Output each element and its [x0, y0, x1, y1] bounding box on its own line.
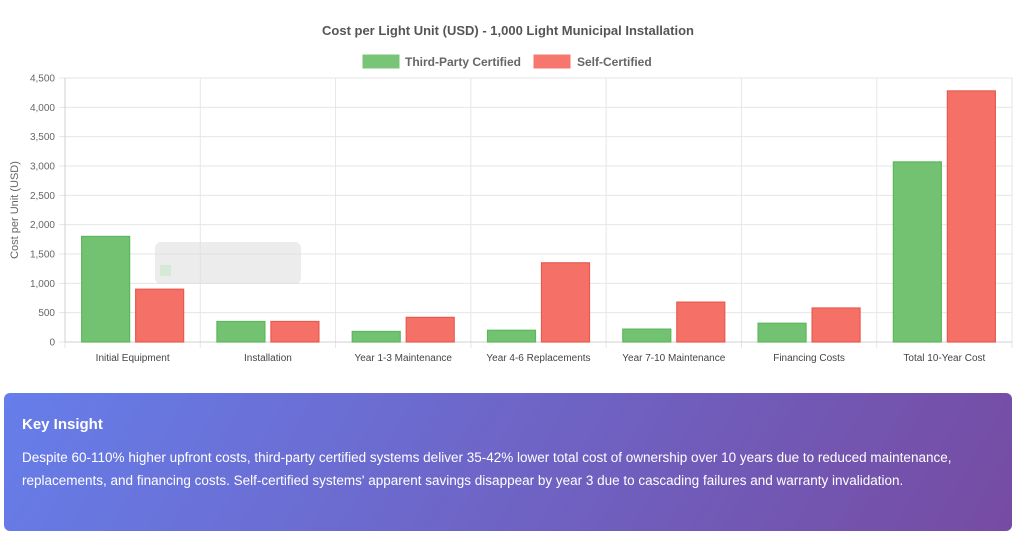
y-tick-label: 4,000	[30, 103, 55, 114]
y-tick-label: 2,000	[30, 220, 55, 231]
bar-self-certified	[540, 262, 591, 343]
y-tick-label: 3,500	[30, 132, 55, 143]
legend-label-self-certified: Self-Certified	[577, 55, 652, 69]
y-tick-label: 1,500	[30, 250, 55, 261]
bar-self-certified	[946, 90, 996, 343]
x-tick-label: Year 1-3 Maintenance	[354, 353, 452, 364]
x-tick-label: Installation	[244, 353, 292, 364]
bar-third-party	[622, 328, 672, 343]
bar-chart: Cost per Light Unit (USD) - 1,000 Light …	[9, 23, 1013, 364]
bar-self-certified	[270, 320, 320, 343]
bar-third-party	[216, 320, 266, 343]
chart-area: Cost per Light Unit (USD) - 1,000 Light …	[9, 23, 1013, 364]
bar-self-certified	[405, 316, 455, 343]
bar-self-certified	[811, 307, 861, 343]
x-tick-label: Year 4-6 Replacements	[486, 353, 590, 364]
bar-third-party	[892, 161, 942, 343]
x-tick-label: Financing Costs	[773, 353, 845, 364]
bar-self-certified	[676, 301, 726, 343]
insight-title: Key Insight	[22, 416, 103, 433]
y-tick-label: 4,500	[30, 74, 55, 85]
bar-third-party	[81, 235, 131, 343]
bar-self-certified	[135, 288, 185, 343]
y-tick-label: 3,000	[30, 162, 55, 173]
bar-third-party	[351, 330, 401, 343]
y-axis-label: Cost per Unit (USD)	[9, 161, 21, 259]
legend-swatch-self-certified	[533, 54, 571, 69]
x-tick-label: Initial Equipment	[96, 353, 170, 364]
x-tick-label: Year 7-10 Maintenance	[622, 353, 725, 364]
legend-label-third-party: Third-Party Certified	[405, 55, 521, 69]
bar-third-party	[486, 329, 537, 343]
tooltip-swatch	[160, 265, 171, 276]
chart-tooltip	[155, 242, 301, 284]
key-insight-panel: Key Insight Despite 60-110% higher upfro…	[4, 393, 1012, 531]
insight-text: Despite 60-110% higher upfront costs, th…	[22, 450, 952, 488]
y-tick-label: 500	[38, 308, 55, 319]
x-tick-label: Total 10-Year Cost	[903, 353, 985, 364]
y-tick-label: 0	[49, 338, 55, 349]
bar-third-party	[757, 322, 807, 343]
chart-title: Cost per Light Unit (USD) - 1,000 Light …	[322, 23, 694, 38]
y-tick-label: 2,500	[30, 191, 55, 202]
y-tick-label: 1,000	[30, 279, 55, 290]
legend-swatch-third-party	[362, 54, 400, 69]
